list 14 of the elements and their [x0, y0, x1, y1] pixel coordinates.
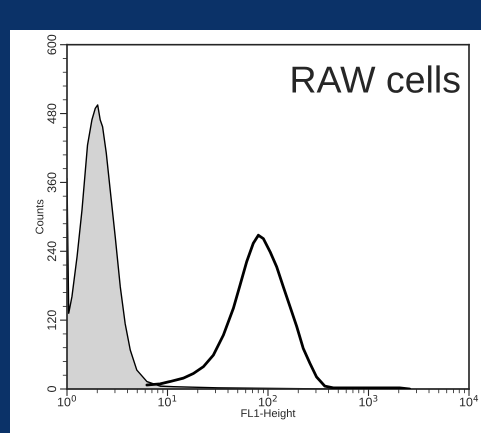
annotation: RAW cells: [292, 65, 460, 93]
y-tick-label: 600: [47, 34, 56, 54]
y-tick-label: 120: [47, 310, 56, 330]
y-tick-label: 240: [47, 241, 56, 262]
x-tick-label: 10$^{2}$: [258, 395, 277, 406]
y-tick-label: 480: [47, 104, 56, 124]
y-axis-title: Counts: [36, 200, 44, 234]
y-tick-label: 360: [47, 172, 56, 192]
x-axis-title: FL1-Height: [241, 408, 296, 420]
y-tick-label: 0: [47, 386, 56, 392]
x-tick-label: 10$^{0}$: [58, 395, 76, 406]
x-tick-label: 10$^{3}$: [359, 395, 378, 406]
x-tick-label: 10$^{4}$: [460, 395, 478, 406]
x-tick-label: 10$^{1}$: [158, 395, 176, 406]
